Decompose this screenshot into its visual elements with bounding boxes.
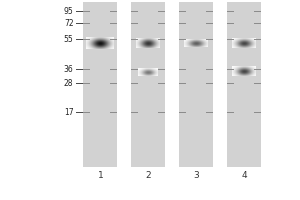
Text: 95: 95: [64, 6, 74, 16]
Text: 1: 1: [98, 170, 103, 180]
Text: 17: 17: [64, 108, 74, 117]
Text: 36: 36: [64, 64, 74, 73]
Text: 28: 28: [64, 78, 74, 88]
Text: 3: 3: [194, 170, 200, 180]
Text: 72: 72: [64, 19, 74, 27]
Text: 55: 55: [64, 34, 74, 44]
Text: 4: 4: [242, 170, 247, 180]
Text: 2: 2: [146, 170, 151, 180]
